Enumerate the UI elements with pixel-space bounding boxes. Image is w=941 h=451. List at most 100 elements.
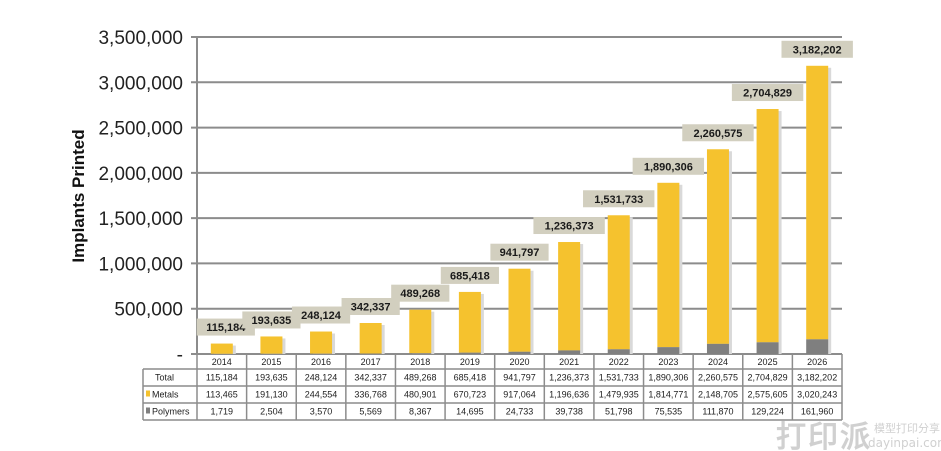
data-label: 1,890,306	[644, 161, 693, 173]
table-cell: 1,890,306	[648, 373, 688, 383]
table-cell: 1,196,636	[549, 390, 589, 400]
data-label-box	[341, 297, 400, 315]
data-label-box	[291, 306, 351, 324]
bar-metals	[657, 182, 680, 348]
legend-swatch-metals	[146, 390, 150, 397]
data-label: 3,182,202	[793, 44, 842, 56]
y-tick-label: 2,000,000	[98, 164, 183, 185]
bar-polymers	[458, 352, 481, 354]
bar-polymers	[607, 349, 630, 354]
bar-polymers	[756, 342, 779, 354]
bar-polymers	[657, 347, 680, 354]
table-year-header: 2022	[609, 357, 629, 367]
data-label: 248,124	[301, 310, 342, 322]
data-label-box	[682, 124, 754, 142]
table-cell: 342,337	[354, 373, 387, 383]
y-tick-label: 2,500,000	[98, 119, 183, 140]
bar-metals	[806, 65, 829, 340]
table-cell: 39,738	[555, 407, 583, 417]
table-cell: 2,575,605	[748, 390, 788, 400]
data-label-box	[533, 217, 605, 235]
table-cell: 129,224	[751, 407, 784, 417]
table-cell: 193,635	[255, 373, 288, 383]
data-label: 342,337	[351, 301, 391, 313]
bars	[210, 65, 832, 354]
table-cell: 161,960	[801, 407, 834, 417]
table-cell: 75,535	[655, 407, 683, 417]
y-tick-label: 1,000,000	[98, 254, 183, 275]
table-cell: 941,797	[503, 373, 536, 383]
table-year-header: 2015	[261, 357, 281, 367]
table-year-header: 2023	[658, 357, 678, 367]
bar-metals	[210, 343, 233, 354]
table-year-header: 2021	[559, 357, 579, 367]
data-label: 489,268	[400, 288, 440, 300]
data-labels: 115,184 193,635 248,124 342,337 489,268 685,4…	[196, 40, 853, 336]
data-label-box	[632, 157, 705, 175]
bar-polymers	[806, 339, 829, 354]
table-cell: 336,768	[354, 390, 387, 400]
bar-metals	[359, 322, 382, 354]
table-cell: 670,723	[454, 390, 487, 400]
data-label: 193,635	[252, 315, 292, 327]
table-year-header: 2016	[311, 357, 331, 367]
table-cell: 489,268	[404, 373, 437, 383]
y-axis-ticks: - 500,000 1,000,000 1,500,000 2,000,000 2,500…	[98, 28, 183, 366]
data-label: 941,797	[500, 247, 540, 259]
table-year-header: 2020	[509, 357, 529, 367]
table-cell: 244,554	[305, 390, 338, 400]
table-year-header: 2019	[460, 357, 480, 367]
bar-metals	[409, 309, 432, 354]
table-cell: 3,182,202	[797, 373, 837, 383]
table-cell: 111,870	[702, 407, 733, 417]
data-label-box	[781, 40, 853, 58]
data-label: 1,236,373	[545, 221, 594, 233]
watermark-url: dayinpai.com	[868, 436, 941, 450]
table-cell: 1,719	[211, 407, 234, 417]
data-label: 2,704,829	[743, 88, 792, 100]
data-label-box	[440, 266, 499, 284]
y-tick-label: 3,000,000	[98, 73, 183, 94]
table-cell: 115,184	[206, 373, 238, 383]
y-tick-label: 500,000	[114, 300, 183, 321]
table-cell: 8,367	[409, 407, 432, 417]
table-cell: 113,465	[206, 390, 238, 400]
table-year-header: 2017	[361, 357, 381, 367]
data-label: 1,531,733	[594, 194, 643, 206]
table-row-label: Total	[155, 373, 174, 383]
table-cell: 2,504	[260, 407, 283, 417]
legend-swatch-polymers	[146, 407, 150, 414]
bar-polymers	[359, 353, 382, 354]
data-label-box	[391, 284, 450, 302]
table-cell: 51,798	[605, 407, 633, 417]
watermark-cn-text: 模型打印分享	[874, 421, 940, 435]
bar-metals	[310, 331, 333, 354]
bar-metals	[260, 336, 283, 354]
data-label-box	[196, 318, 255, 336]
data-label: 2,260,575	[693, 128, 742, 140]
table-cell: 2,260,575	[698, 373, 738, 383]
y-axis-label: Implants Printed	[69, 129, 88, 262]
bar-polymers	[706, 343, 729, 354]
table-year-header: 2026	[807, 357, 827, 367]
table-year-header: 2024	[708, 357, 728, 367]
table-cell: 3,570	[310, 407, 333, 417]
data-table: 2014 2015 2016 2017 2018 2019 2020 2021 2022 2023…	[142, 354, 843, 421]
bar-metals	[706, 149, 729, 344]
table-cell: 1,479,935	[599, 390, 639, 400]
table-row-label: Polymers	[152, 407, 190, 417]
data-label: 685,418	[450, 270, 490, 282]
table-cell: 685,418	[454, 373, 487, 383]
y-tick-label: -	[177, 345, 183, 366]
table-cell: 14,695	[456, 407, 484, 417]
bar-metals	[458, 291, 481, 353]
table-row-label: Metals	[152, 390, 179, 400]
data-label-box	[583, 190, 655, 208]
table-year-header: 2025	[758, 357, 778, 367]
table-cell: 3,020,243	[797, 390, 837, 400]
table-year-header: 2014	[212, 357, 232, 367]
table-cell: 1,236,373	[549, 373, 589, 383]
table-cell: 2,148,705	[698, 390, 738, 400]
data-label: 115,184	[206, 322, 246, 334]
